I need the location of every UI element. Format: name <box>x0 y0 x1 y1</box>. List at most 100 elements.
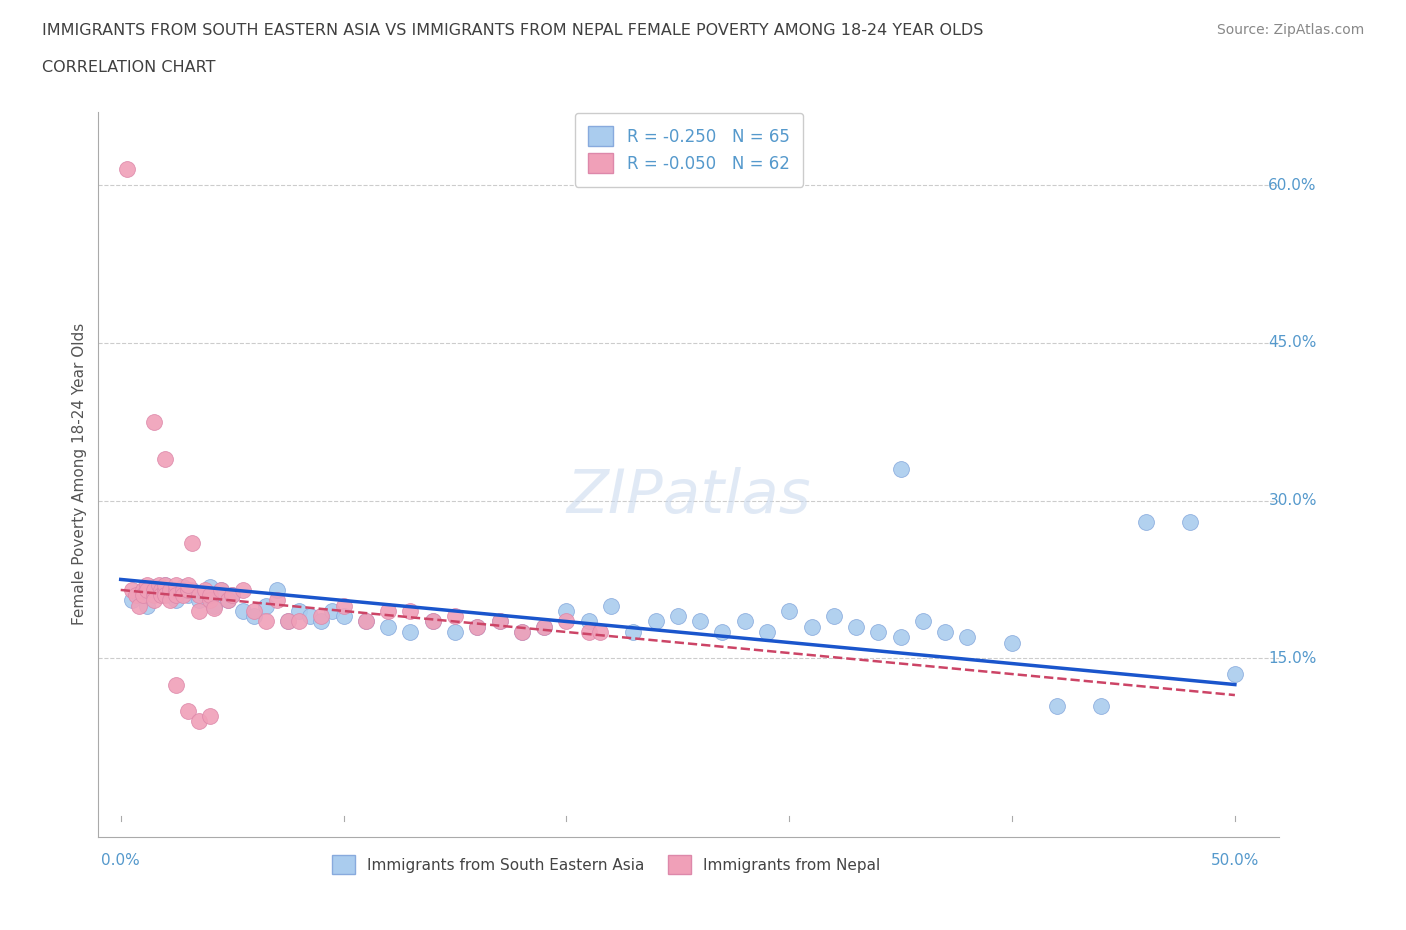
Point <box>823 609 845 624</box>
Point <box>187 593 209 608</box>
Point <box>890 461 912 476</box>
Point <box>488 614 510 629</box>
Point <box>399 625 422 640</box>
Point <box>868 625 890 640</box>
Point <box>148 578 170 592</box>
Point <box>198 709 221 724</box>
Point <box>299 609 322 624</box>
Point <box>143 414 166 429</box>
Point <box>309 614 332 629</box>
Point <box>845 619 868 634</box>
Point <box>911 614 934 629</box>
Text: 30.0%: 30.0% <box>1268 493 1317 508</box>
Point <box>465 619 488 634</box>
Point <box>209 582 232 597</box>
Point <box>254 614 277 629</box>
Point <box>377 619 399 634</box>
Point <box>533 619 555 634</box>
Point <box>194 588 217 603</box>
Point <box>266 593 288 608</box>
Text: 60.0%: 60.0% <box>1268 178 1317 193</box>
Point <box>755 625 778 640</box>
Point <box>578 614 600 629</box>
Point <box>132 588 155 603</box>
Point <box>956 630 979 644</box>
Point <box>890 630 912 644</box>
Point <box>309 609 332 624</box>
Point <box>221 588 243 603</box>
Point <box>589 625 612 640</box>
Point <box>221 588 243 603</box>
Point <box>143 588 166 603</box>
Point <box>621 625 644 640</box>
Point <box>800 619 823 634</box>
Point <box>217 593 239 608</box>
Point <box>172 579 194 594</box>
Point <box>510 625 533 640</box>
Point <box>533 619 555 634</box>
Point <box>117 162 139 177</box>
Point <box>149 588 172 603</box>
Point <box>1090 698 1112 713</box>
Point <box>165 582 187 597</box>
Point <box>136 578 159 592</box>
Point <box>209 582 232 597</box>
Point <box>136 582 159 597</box>
Point <box>198 588 221 603</box>
Point <box>243 604 266 618</box>
Point <box>444 609 467 624</box>
Point <box>232 582 254 597</box>
Text: Source: ZipAtlas.com: Source: ZipAtlas.com <box>1216 23 1364 37</box>
Point <box>172 582 194 597</box>
Point <box>128 588 150 603</box>
Point <box>354 614 377 629</box>
Point <box>149 582 172 597</box>
Point <box>159 588 181 603</box>
Point <box>1046 698 1069 713</box>
Point <box>578 625 600 640</box>
Point <box>266 582 288 597</box>
Point <box>1223 667 1246 682</box>
Point <box>155 578 177 592</box>
Point <box>165 588 187 603</box>
Point <box>143 579 166 594</box>
Point <box>202 598 225 613</box>
Point <box>288 614 311 629</box>
Point <box>321 604 343 618</box>
Point <box>187 588 209 603</box>
Point <box>217 593 239 608</box>
Point <box>277 614 299 629</box>
Point <box>332 609 354 624</box>
Point <box>465 619 488 634</box>
Point <box>644 614 666 629</box>
Point <box>666 609 689 624</box>
Y-axis label: Female Poverty Among 18-24 Year Olds: Female Poverty Among 18-24 Year Olds <box>72 324 87 626</box>
Point <box>176 578 198 592</box>
Point <box>155 588 177 603</box>
Point <box>444 625 467 640</box>
Point <box>277 614 299 629</box>
Point <box>254 598 277 613</box>
Point <box>1135 514 1157 529</box>
Legend: Immigrants from South Eastern Asia, Immigrants from Nepal: Immigrants from South Eastern Asia, Immi… <box>326 849 886 880</box>
Point <box>155 582 177 597</box>
Point <box>377 604 399 618</box>
Point <box>555 614 578 629</box>
Point <box>149 586 172 601</box>
Point <box>354 614 377 629</box>
Text: CORRELATION CHART: CORRELATION CHART <box>42 60 215 75</box>
Point <box>187 604 209 618</box>
Point <box>128 598 150 613</box>
Point <box>399 604 422 618</box>
Point <box>143 582 166 597</box>
Point <box>132 582 155 597</box>
Point <box>125 588 148 603</box>
Point <box>176 582 198 597</box>
Text: 0.0%: 0.0% <box>101 853 141 868</box>
Point <box>711 625 734 640</box>
Text: 50.0%: 50.0% <box>1211 853 1260 868</box>
Point <box>132 582 155 597</box>
Point <box>187 714 209 729</box>
Point <box>181 535 204 550</box>
Point <box>121 582 143 597</box>
